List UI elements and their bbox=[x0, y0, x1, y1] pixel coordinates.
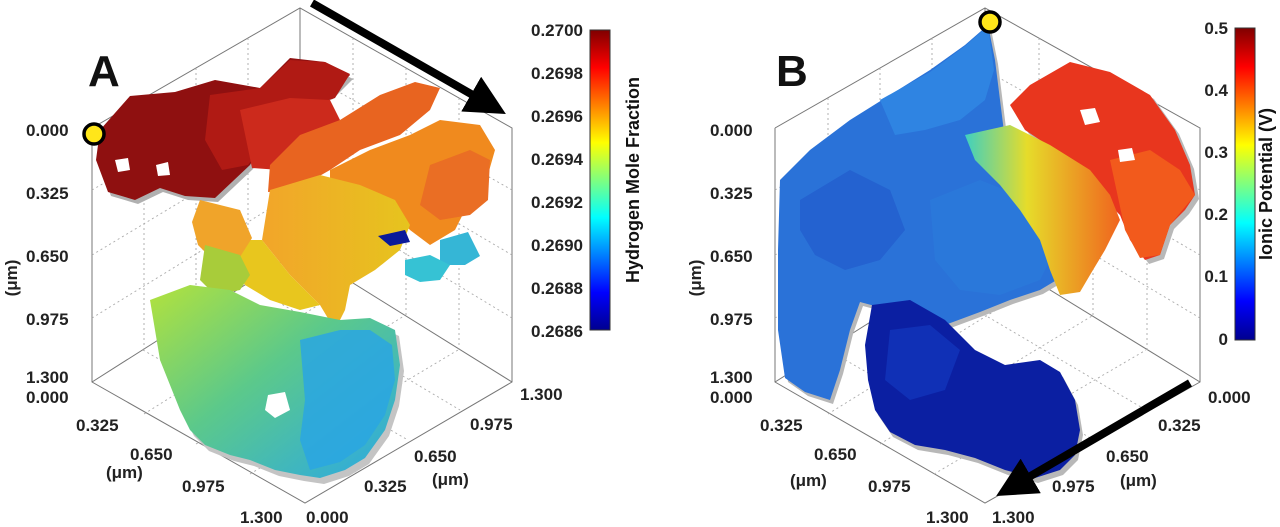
panel-b-vtick: 0.975 bbox=[710, 310, 753, 329]
panel-a-depth-right-unit: (μm) bbox=[432, 470, 469, 489]
panel-b-vertical-ticks: 0.000 0.325 0.650 0.975 1.300 bbox=[710, 121, 753, 387]
panel-b-vtick: 0.325 bbox=[710, 184, 753, 203]
panel-b-vtick: 0.650 bbox=[710, 247, 753, 266]
panel-a-cbtick: 0.2700 bbox=[531, 21, 583, 40]
panel-a-depth-right-ticks: 0.000 0.325 0.650 0.975 1.300 bbox=[306, 385, 563, 527]
panel-a-marker bbox=[82, 122, 106, 146]
panel-a-dltick: 0.325 bbox=[76, 416, 119, 435]
panel-b-cbtick: 0.1 bbox=[1204, 267, 1228, 286]
panel-a-cbtick: 0.2688 bbox=[531, 279, 583, 298]
panel-b-dltick: 0.325 bbox=[760, 416, 803, 435]
panel-b-colorbar-gradient bbox=[1234, 27, 1256, 341]
panel-b-cbtick: 0 bbox=[1219, 330, 1228, 349]
panel-a-surface bbox=[96, 58, 495, 484]
panel-b-cbtick: 0.5 bbox=[1204, 19, 1228, 38]
panel-b-colorbar-label: Ionic Potential (V) bbox=[1256, 108, 1276, 260]
panel-b-dltick: 0.975 bbox=[868, 477, 911, 496]
panel-a-dltick: 0.650 bbox=[130, 445, 173, 464]
panel-a-colorbar: 0.2700 0.2698 0.2696 0.2694 0.2692 0.269… bbox=[531, 21, 643, 341]
panel-a-drtick: 0.325 bbox=[364, 477, 407, 496]
panel-a-drtick: 1.300 bbox=[520, 385, 563, 404]
panel-a-colorbar-label: Hydrogen Mole Fraction bbox=[623, 77, 643, 283]
panel-b-vtick: 0.000 bbox=[710, 121, 753, 140]
panel-b-drtick: 0.975 bbox=[1052, 477, 1095, 496]
panel-a-cbtick: 0.2694 bbox=[531, 150, 584, 169]
panel-b-drtick: 1.300 bbox=[992, 508, 1035, 527]
panel-b-dltick: 1.300 bbox=[926, 508, 969, 527]
panel-a-drtick: 0.975 bbox=[470, 415, 513, 434]
panel-b-cbtick: 0.2 bbox=[1204, 205, 1228, 224]
panel-a-dltick: 1.300 bbox=[240, 508, 283, 527]
panel-a-cbtick: 0.2690 bbox=[531, 236, 583, 255]
panel-a-dltick: 0.000 bbox=[26, 388, 69, 407]
panel-a-dltick: 0.975 bbox=[182, 477, 225, 496]
panel-a-vertical-ticks: 0.000 0.325 0.650 0.975 1.300 bbox=[26, 121, 69, 387]
panel-b-depth-left-unit: (μm) bbox=[790, 471, 827, 490]
panel-b-vtick: 1.300 bbox=[710, 368, 753, 387]
panel-a-cbtick: 0.2696 bbox=[531, 107, 583, 126]
panel-b-depth-right-unit: (μm) bbox=[1120, 471, 1157, 490]
panel-a-cbtick: 0.2686 bbox=[531, 322, 583, 341]
panel-a-label: A bbox=[88, 47, 120, 96]
panel-a-vtick: 0.975 bbox=[26, 310, 69, 329]
panel-b-depth-left-ticks: 0.000 0.325 0.650 0.975 1.300 bbox=[710, 388, 969, 527]
panel-a-drtick: 0.000 bbox=[306, 508, 349, 527]
panel-b-cbtick: 0.3 bbox=[1204, 143, 1228, 162]
panel-b-marker bbox=[978, 10, 1002, 34]
panel-b-current-arrow bbox=[996, 379, 1193, 497]
panel-b-vertical-unit: (μm) bbox=[686, 260, 705, 297]
panel-a-cbtick: 0.2692 bbox=[531, 193, 583, 212]
panel-a-vtick: 0.325 bbox=[26, 184, 69, 203]
panel-a-cbtick: 0.2698 bbox=[531, 64, 583, 83]
panel-b: B 0.000 0.325 0.650 0.975 1.300 (μm) 0.0… bbox=[686, 7, 1276, 527]
panel-b-dltick: 0.000 bbox=[710, 388, 753, 407]
panel-b-cbtick: 0.4 bbox=[1204, 81, 1228, 100]
panel-a-depth-left-unit: (μm) bbox=[106, 463, 143, 482]
panel-b-drtick: 0.650 bbox=[1106, 447, 1149, 466]
panel-a-vertical-unit: (μm) bbox=[2, 260, 21, 297]
panel-b-dltick: 0.650 bbox=[814, 445, 857, 464]
panel-b-label: B bbox=[776, 47, 808, 96]
panel-a-vtick: 1.300 bbox=[26, 368, 69, 387]
panel-a: A 0.000 0.325 0.650 0.975 1.300 (μm) 0.0… bbox=[2, 0, 643, 527]
panel-a-vtick: 0.650 bbox=[26, 247, 69, 266]
panel-b-depth-right-ticks: 0.000 0.325 0.650 0.975 1.300 bbox=[992, 388, 1251, 527]
panel-b-drtick: 0.000 bbox=[1208, 388, 1251, 407]
panel-a-depth-left-ticks: 0.000 0.325 0.650 0.975 1.300 bbox=[26, 388, 283, 527]
panel-a-flow-arrow bbox=[310, 0, 506, 114]
panel-b-colorbar: 0.5 0.4 0.3 0.2 0.1 0 Ionic Potential (V… bbox=[1204, 19, 1276, 349]
panel-a-vtick: 0.000 bbox=[26, 121, 69, 140]
panel-a-colorbar-gradient bbox=[589, 29, 611, 331]
panel-b-drtick: 0.325 bbox=[1158, 416, 1201, 435]
panel-b-surface bbox=[778, 25, 1199, 483]
panel-a-drtick: 0.650 bbox=[414, 447, 457, 466]
